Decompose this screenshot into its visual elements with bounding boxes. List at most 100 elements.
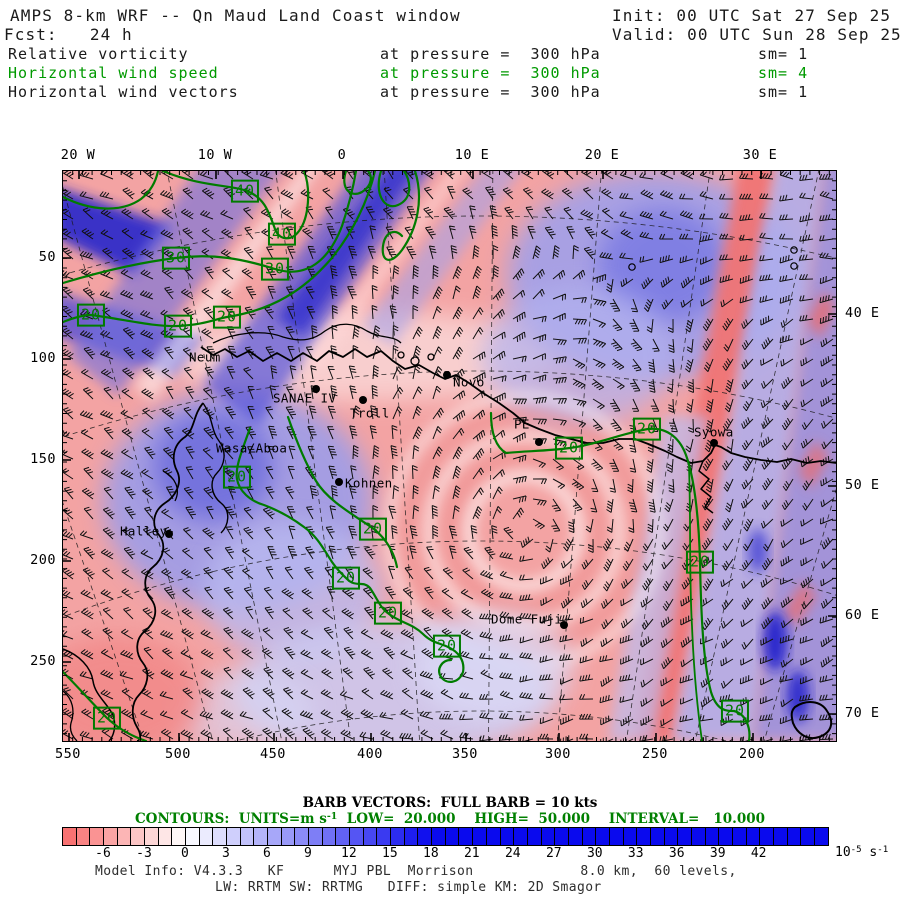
model-info-line1: Model Info: V4.3.3 KF MYJ PBL Morrison 8… (95, 864, 737, 879)
colorbar-cell (281, 828, 296, 845)
colorbar-tick-label: 24 (504, 846, 521, 861)
colorbar-cell (240, 828, 255, 845)
colorbar-cell (746, 828, 761, 845)
top-axis-label: 10 W (197, 147, 233, 163)
colorbar-cell (568, 828, 583, 845)
bottom-axis-label: 400 (357, 746, 383, 762)
colorbar-cell (227, 828, 241, 845)
vorticity-field-plot (63, 171, 836, 741)
colorbar-cell (732, 828, 747, 845)
colorbar-cell (295, 828, 310, 845)
colorbar-cell (404, 828, 419, 845)
plot-title: AMPS 8-km WRF -- Qn Maud Land Coast wind… (10, 6, 461, 25)
colorbar-cell (199, 828, 214, 845)
colorbar-cell (555, 828, 569, 845)
colorbar-cell (131, 828, 146, 845)
top-axis-label: 0 (337, 147, 347, 163)
colorbar-cell (637, 828, 651, 845)
field-shading (63, 171, 836, 741)
colorbar-cell (432, 828, 446, 845)
colorbar-cell (801, 828, 815, 845)
bottom-axis-label: 450 (260, 746, 286, 762)
colorbar-cell (391, 828, 405, 845)
colorbar-cell (623, 828, 638, 845)
bottom-axis-label: 200 (739, 746, 765, 762)
field-name: Horizontal wind vectors (8, 83, 239, 101)
colorbar-cell (760, 828, 774, 845)
colorbar-cell (63, 828, 77, 845)
model-info-line2: LW: RRTM SW: RRTMG DIFF: simple KM: 2D S… (215, 880, 602, 895)
colorbar-cell (582, 828, 597, 845)
colorbar-tick-label: -3 (136, 846, 152, 861)
bottom-axis-label: 550 (55, 746, 81, 762)
init-time: Init: 00 UTC Sat 27 Sep 25 (612, 6, 892, 25)
field-name: Relative vorticity (8, 45, 189, 63)
contour-legend-units: CONTOURS: UNITS=m s (134, 811, 327, 827)
colorbar-cell (814, 828, 828, 845)
colorbar-tick-label: 15 (382, 846, 398, 861)
colorbar-tick-label: 21 (463, 846, 480, 861)
calm-wind-circles (628, 246, 798, 271)
colorbar-cell (596, 828, 610, 845)
colorbar-cell (117, 828, 132, 845)
bottom-axis-label: 300 (545, 746, 571, 762)
colorbar-cell (186, 828, 200, 845)
colorbar-tick-label: -6 (95, 846, 111, 861)
frame-ticks (63, 171, 836, 741)
colorbar-cell (514, 828, 528, 845)
contour-legend-values: LOW= 20.000 HIGH= 50.000 INTERVAL= 10.00… (337, 811, 766, 827)
colorbar-cell (90, 828, 105, 845)
colorbar-cell (336, 828, 351, 845)
colorbar-cell (76, 828, 91, 845)
wind-barbs (63, 171, 834, 741)
contour-legend-exp: -1 (326, 810, 338, 822)
colorbar-cell (309, 828, 323, 845)
colorbar-tick-label: 39 (709, 846, 726, 861)
colorbar-cell (418, 828, 433, 845)
bottom-axis-label: 350 (452, 746, 478, 762)
right-axis-label: 60 E (845, 607, 880, 623)
colorbar-cell (213, 828, 228, 845)
colorbar-tick-label: 36 (668, 846, 685, 861)
colorbar-tick-label: 6 (262, 846, 271, 861)
colorbar-cell (773, 828, 788, 845)
field-smoothing: sm= 1 (758, 83, 809, 101)
colorbar-cell (500, 828, 515, 845)
colorbar-cell (172, 828, 187, 845)
top-axis-label: 20 W (60, 147, 96, 163)
colorbar-tick-label: 27 (545, 846, 562, 861)
colorbar-tick-label: 18 (423, 846, 439, 861)
colorbar-cell (719, 828, 733, 845)
colorbar-cell (158, 828, 173, 845)
field-smoothing: sm= 4 (758, 64, 809, 82)
coastlines (63, 323, 836, 741)
colorbar-tick-label: 30 (586, 846, 603, 861)
colorbar-cell (145, 828, 159, 845)
colorbar-cell (473, 828, 487, 845)
colorbar-cell (787, 828, 802, 845)
colorbar-cell (650, 828, 665, 845)
colorbar-cell (268, 828, 282, 845)
valid-time: Valid: 00 UTC Sun 28 Sep 25 (612, 25, 900, 44)
colorbar-cell (104, 828, 118, 845)
left-axis-label: 200 (30, 552, 56, 568)
field-smoothing: sm= 1 (758, 45, 809, 63)
barb-legend: BARB VECTORS: FULL BARB = 10 kts (302, 795, 598, 811)
field-level: at pressure = 300 hPa (380, 45, 601, 63)
field-level: at pressure = 300 hPa (380, 83, 601, 101)
colorbar-tick-label: 42 (750, 846, 767, 861)
colorbar-cell (705, 828, 720, 845)
colorbar-cell (609, 828, 624, 845)
colorbar-tick-label: 33 (627, 846, 644, 861)
right-axis-label: 50 E (845, 477, 880, 493)
forecast-hour: Fcst: 24 h (4, 25, 133, 44)
colorbar-cell (445, 828, 460, 845)
colorbar-cell (363, 828, 378, 845)
colorbar-cell (541, 828, 556, 845)
colorbar-tick-label: 0 (181, 846, 189, 861)
right-axis-label: 40 E (845, 305, 880, 321)
top-axis-label: 10 E (454, 147, 490, 163)
right-axis-label: 70 E (845, 705, 880, 721)
contour-legend: CONTOURS: UNITS=m s-1 LOW= 20.000 HIGH= … (0, 811, 900, 827)
